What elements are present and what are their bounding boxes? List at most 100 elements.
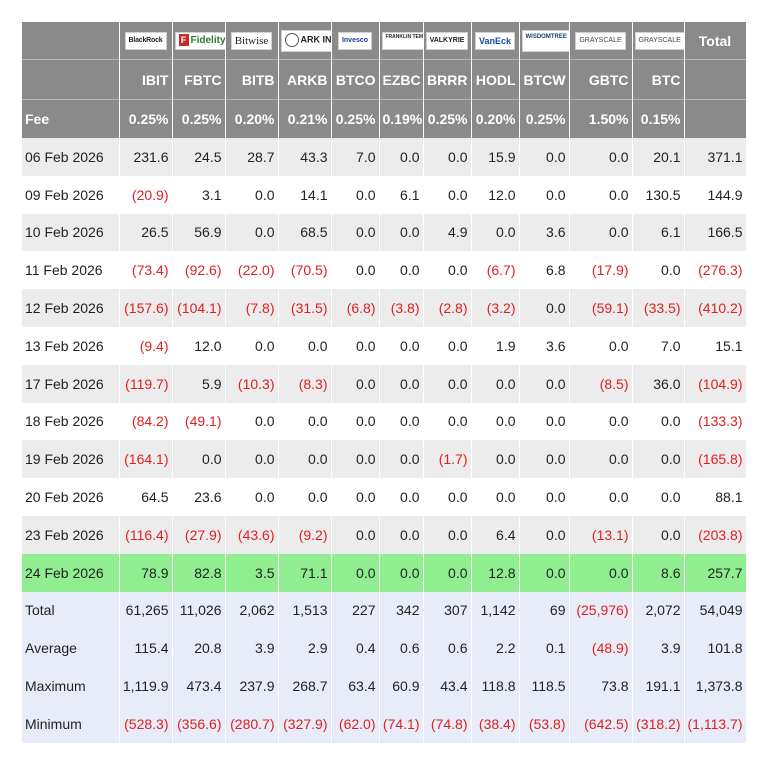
flow-value-cell: 0.0: [172, 440, 226, 479]
flow-value-cell: 0.0: [423, 138, 472, 176]
summary-value-cell: 3.9: [632, 629, 685, 668]
flow-value-cell: 0.0: [379, 515, 424, 554]
flow-value-cell: 26.5: [119, 213, 173, 252]
fee-total-cell: [684, 99, 747, 138]
date-cell: 24 Feb 2026: [22, 553, 120, 592]
flow-value-cell: 0.0: [519, 175, 570, 214]
flow-value-cell: 3.6: [519, 326, 570, 365]
flow-value-cell: (27.9): [172, 515, 226, 554]
summary-value-cell: (280.7): [225, 704, 279, 743]
flow-value-cell: (7.8): [225, 289, 279, 327]
flow-value-cell: 0.0: [331, 515, 380, 554]
date-cell: 20 Feb 2026: [22, 478, 120, 516]
flow-value-cell: 0.0: [225, 213, 279, 252]
summary-row: Minimum (528.3) (356.6) (280.7) (327.9) (62.0…: [22, 704, 747, 743]
flow-value-cell: (157.6): [119, 289, 173, 327]
row-total-cell: 257.7: [684, 553, 747, 592]
summary-value-cell: 115.4: [119, 629, 173, 668]
logo-cell: WISDOMTREE: [519, 22, 570, 60]
row-total-cell: 371.1: [684, 138, 747, 176]
flow-value-cell: 0.0: [471, 213, 520, 252]
flow-value-cell: 0.0: [278, 440, 332, 479]
logo-cell: ARK INVEST: [278, 22, 332, 60]
flow-value-cell: 0.0: [423, 515, 472, 554]
fee-value: 0.25%: [119, 99, 173, 138]
flow-value-cell: 6.4: [471, 515, 520, 554]
row-total-cell: (410.2): [684, 289, 747, 327]
flow-value-cell: 0.0: [471, 440, 520, 479]
flow-value-cell: 0.0: [519, 402, 570, 441]
flow-value-cell: 4.9: [423, 213, 472, 252]
summary-value-cell: (48.9): [569, 629, 633, 668]
flow-value-cell: 0.0: [225, 175, 279, 214]
flow-value-cell: 130.5: [632, 175, 685, 214]
flow-value-cell: 6.1: [379, 175, 424, 214]
flow-value-cell: (3.2): [471, 289, 520, 327]
fee-value: 0.19%: [379, 99, 424, 138]
summary-total-cell: 54,049: [684, 591, 747, 630]
summary-value-cell: 1,513: [278, 591, 332, 630]
flow-value-cell: 0.0: [423, 553, 472, 592]
flow-value-cell: (10.3): [225, 364, 279, 403]
flow-value-cell: 6.1: [632, 213, 685, 252]
flow-value-cell: 12.0: [471, 175, 520, 214]
summary-value-cell: 43.4: [423, 667, 472, 705]
summary-value-cell: 191.1: [632, 667, 685, 705]
ticker-header: GBTC: [569, 59, 633, 100]
blackrock-logo: BlackRock: [124, 31, 167, 50]
summary-label-cell: Maximum: [22, 667, 120, 705]
summary-value-cell: 237.9: [225, 667, 279, 705]
logo-cell: BlackRock: [119, 22, 173, 60]
flow-value-cell: 7.0: [331, 138, 380, 176]
summary-total-cell: (1,113.7): [684, 704, 747, 743]
summary-value-cell: (53.8): [519, 704, 570, 743]
flow-value-cell: 0.0: [423, 364, 472, 403]
table-body: 06 Feb 2026 231.6 24.5 28.7 43.3 7.0 0.0 0.0 15.…: [22, 138, 747, 743]
flow-value-cell: 0.0: [423, 326, 472, 365]
flow-value-cell: 0.0: [519, 138, 570, 176]
flow-value-cell: (9.4): [119, 326, 173, 365]
flow-value-cell: 0.0: [569, 440, 633, 479]
flow-value-cell: 15.9: [471, 138, 520, 176]
summary-value-cell: 3.9: [225, 629, 279, 668]
flow-value-cell: 0.0: [569, 138, 633, 176]
summary-value-cell: (38.4): [471, 704, 520, 743]
ticker-total-cell: [684, 59, 747, 100]
fee-value: 0.25%: [172, 99, 226, 138]
flow-value-cell: (84.2): [119, 402, 173, 441]
table-row: 12 Feb 2026 (157.6) (104.1) (7.8) (31.5) (6.8…: [22, 289, 747, 327]
flow-value-cell: 0.0: [225, 478, 279, 516]
flow-value-cell: 0.0: [519, 553, 570, 592]
table-row: 11 Feb 2026 (73.4) (92.6) (22.0) (70.5) 0.0 0.…: [22, 251, 747, 290]
flow-value-cell: 0.0: [225, 326, 279, 365]
row-total-cell: (104.9): [684, 364, 747, 403]
fidelity-logo: F Fidelity: [174, 31, 224, 50]
ticker-header: BTC: [632, 59, 685, 100]
summary-value-cell: (25,976): [569, 591, 633, 630]
logo-cell: FRANKLIN TEMPLETON: [379, 22, 424, 60]
flow-value-cell: 28.7: [225, 138, 279, 176]
flow-value-cell: 0.0: [569, 175, 633, 214]
flow-value-cell: 0.0: [519, 478, 570, 516]
fee-value: 0.20%: [471, 99, 520, 138]
summary-value-cell: 73.8: [569, 667, 633, 705]
summary-value-cell: 473.4: [172, 667, 226, 705]
summary-value-cell: 0.6: [423, 629, 472, 668]
flow-value-cell: (73.4): [119, 251, 173, 290]
corner-cell: [22, 22, 120, 60]
ticker-header: ARKB: [278, 59, 332, 100]
summary-value-cell: 2.2: [471, 629, 520, 668]
summary-value-cell: 69: [519, 591, 570, 630]
summary-value-cell: 61,265: [119, 591, 173, 630]
ark-circle-icon: [284, 32, 299, 47]
logo-cell: GRAYSCALE: [569, 22, 633, 60]
fee-value: 1.50%: [569, 99, 633, 138]
table-row: 06 Feb 2026 231.6 24.5 28.7 43.3 7.0 0.0 0.0 15.…: [22, 138, 747, 176]
flow-value-cell: 0.0: [423, 478, 472, 516]
summary-total-cell: 1,373.8: [684, 667, 747, 705]
flow-value-cell: 0.0: [379, 553, 424, 592]
wisdomtree-logo: WISDOMTREE: [521, 29, 568, 52]
date-cell: 13 Feb 2026: [22, 326, 120, 365]
